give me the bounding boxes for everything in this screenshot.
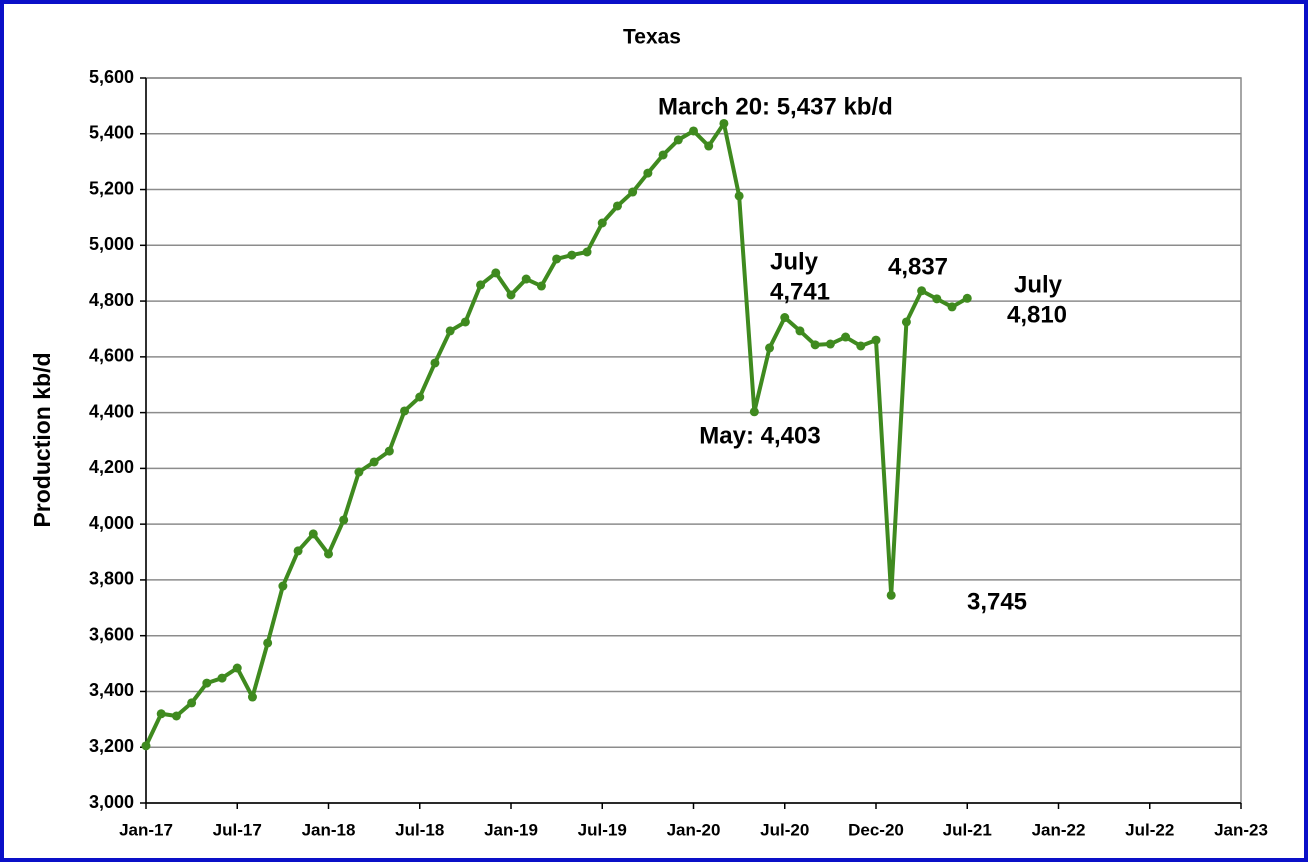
data-point — [369, 457, 379, 467]
data-point — [658, 150, 668, 160]
data-point — [460, 317, 470, 327]
x-tick-label: Jul-20 — [760, 820, 809, 839]
data-point — [643, 168, 653, 178]
data-point — [400, 406, 410, 416]
data-point — [901, 317, 911, 327]
data-point — [476, 280, 486, 290]
y-tick-label: 3,400 — [89, 680, 134, 700]
x-tick-label: Jan-18 — [302, 820, 356, 839]
data-point — [841, 332, 851, 342]
annotation: March 20: 5,437 kb/d — [658, 93, 893, 120]
y-tick-label: 4,600 — [89, 346, 134, 366]
data-point — [506, 290, 516, 300]
plot-area — [145, 77, 1242, 804]
y-tick-label: 4,000 — [89, 513, 134, 533]
x-tick-label: Jul-21 — [943, 820, 992, 839]
x-tick-label: Jan-22 — [1032, 820, 1086, 839]
y-tick-label: 5,200 — [89, 178, 134, 198]
x-tick-label: Jul-19 — [578, 820, 627, 839]
data-point — [521, 274, 531, 284]
data-point — [263, 638, 273, 648]
data-point — [825, 339, 835, 349]
annotation: 3,745 — [967, 588, 1027, 615]
y-tick-label: 5,000 — [89, 234, 134, 254]
data-point — [171, 711, 181, 721]
data-point — [704, 141, 714, 151]
data-point — [917, 286, 927, 296]
y-tick-label: 5,400 — [89, 123, 134, 143]
y-tick-label: 4,800 — [89, 290, 134, 310]
y-tick-label: 4,200 — [89, 457, 134, 477]
data-point — [324, 549, 333, 559]
annotation: 4,837 — [888, 253, 948, 280]
x-tick-label: Jan-20 — [667, 820, 721, 839]
data-point — [765, 343, 775, 353]
x-tick-label: Jul-22 — [1125, 820, 1174, 839]
data-point — [749, 407, 759, 417]
data-point — [810, 340, 820, 350]
data-point — [232, 663, 242, 673]
y-tick-label: 3,800 — [89, 569, 134, 589]
y-axis-label: Production kb/d — [29, 352, 55, 527]
data-point — [293, 546, 303, 556]
data-point — [187, 698, 197, 708]
data-point — [445, 326, 455, 336]
annotation: 4,810 — [1007, 301, 1067, 328]
data-point — [780, 313, 790, 323]
data-point — [415, 392, 425, 402]
annotation: 4,741 — [770, 278, 830, 305]
x-tick-label: Jul-18 — [395, 820, 444, 839]
data-point — [308, 529, 318, 539]
x-tick-label: Dec-20 — [848, 820, 904, 839]
annotation: July — [1014, 271, 1063, 298]
data-point — [552, 254, 562, 264]
data-point — [384, 446, 394, 456]
y-tick-label: 4,400 — [89, 401, 134, 421]
data-point — [932, 294, 942, 304]
data-point — [612, 201, 622, 211]
data-point — [689, 126, 698, 136]
data-point — [156, 709, 166, 719]
data-point — [217, 673, 227, 683]
data-point — [947, 302, 957, 312]
data-point — [962, 293, 972, 303]
data-point — [871, 335, 881, 345]
y-tick-label: 3,200 — [89, 736, 134, 756]
annotation: July — [770, 248, 819, 275]
data-point — [536, 281, 546, 291]
data-point — [354, 467, 364, 477]
data-point — [567, 250, 577, 260]
y-tick-label: 5,600 — [89, 67, 134, 87]
data-point — [582, 247, 592, 257]
x-tick-label: Jan-19 — [484, 820, 538, 839]
x-tick-label: Jan-23 — [1214, 820, 1268, 839]
data-point — [278, 581, 288, 591]
annotation: May: 4,403 — [699, 422, 820, 449]
x-tick-label: Jan-17 — [119, 820, 173, 839]
data-point — [491, 268, 501, 278]
y-tick-label: 3,000 — [89, 792, 134, 812]
data-point — [673, 135, 683, 145]
y-tick-label: 3,600 — [89, 624, 134, 644]
chart-title: Texas — [623, 26, 681, 49]
data-point — [886, 590, 896, 600]
data-point — [734, 191, 744, 201]
data-point — [247, 692, 257, 702]
data-point — [795, 326, 805, 336]
data-point — [719, 118, 729, 128]
data-point — [856, 341, 866, 351]
data-point — [430, 358, 440, 368]
x-tick-label: Jul-17 — [213, 820, 262, 839]
data-point — [628, 187, 638, 197]
data-point — [141, 741, 151, 751]
data-point — [202, 678, 212, 688]
data-point — [339, 515, 349, 525]
data-point — [597, 218, 607, 228]
